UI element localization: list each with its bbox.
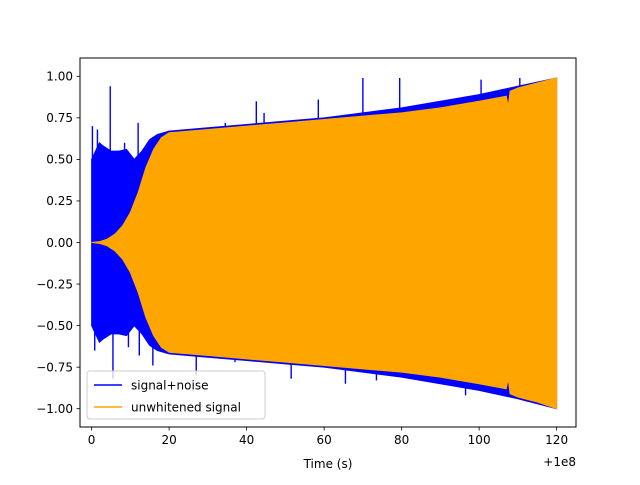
x-tick-label: 20 [161,433,176,447]
y-tick-label: −0.25 [36,277,73,291]
x-tick-label: 60 [316,433,331,447]
x-axis-label: Time (s) [303,457,353,471]
y-tick-label: 1.00 [46,70,73,84]
y-tick-label: 0.50 [46,153,73,167]
legend: signal+noise unwhitened signal [86,370,266,420]
y-axis: 1.00 0.75 0.50 0.25 0.00 −0.25 −0.50 −0.75 −1.00 [36,70,80,416]
x-axis: 0 20 40 60 80 100 120 [88,427,568,447]
y-tick-label: 0.25 [46,194,73,208]
legend-label-unwhitened-signal: unwhitened signal [131,401,241,415]
x-tick-label: 0 [88,433,96,447]
series-unwhitened-signal [91,77,558,410]
legend-box [86,370,266,420]
legend-label-signal-noise: signal+noise [131,379,208,393]
y-tick-label: 0.75 [46,111,73,125]
y-tick-label: −0.50 [36,319,73,333]
y-tick-label: −1.00 [36,402,73,416]
x-tick-label: 40 [239,433,254,447]
x-offset-label: +1e8 [543,455,576,469]
y-tick-label: 0.00 [46,236,73,250]
series-band-unwhitened-signal [91,77,558,410]
series-layer [91,77,558,410]
x-tick-label: 80 [394,433,409,447]
x-tick-label: 120 [545,433,568,447]
y-tick-label: −0.75 [36,360,73,374]
x-tick-label: 100 [468,433,491,447]
